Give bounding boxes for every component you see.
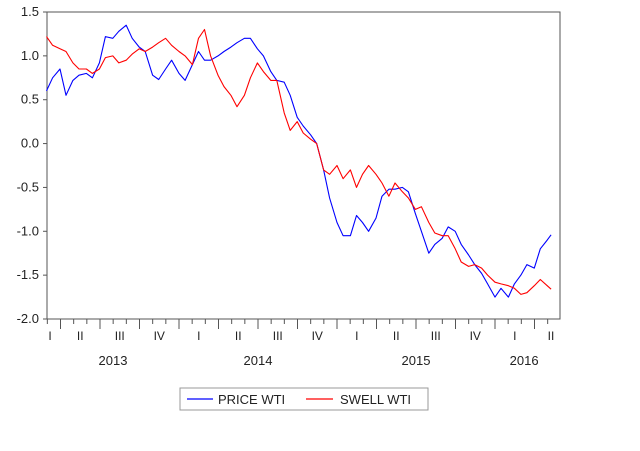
series-line-price-wti: [46, 24, 552, 298]
legend-label-swell-wti: SWELL WTI: [340, 392, 411, 407]
x-quarter-label: II: [548, 329, 555, 343]
x-year-label: 2013: [99, 353, 128, 368]
x-quarter-label: IV: [470, 329, 481, 343]
x-quarter-label: I: [355, 329, 358, 343]
x-quarter-label: I: [513, 329, 516, 343]
y-tick-label: 1.0: [21, 48, 39, 63]
x-year-label: 2016: [510, 353, 539, 368]
x-quarter-label: IV: [312, 329, 323, 343]
x-quarter-label: III: [115, 329, 125, 343]
series-line-swell-wti: [46, 28, 552, 295]
legend-box: [179, 387, 429, 411]
y-tick-label: 0.5: [21, 92, 39, 107]
y-tick-label: -1.5: [17, 267, 39, 282]
legend: PRICE WTI SWELL WTI: [179, 387, 429, 411]
plot-frame: [46, 11, 561, 320]
legend-label-price-wti: PRICE WTI: [218, 392, 285, 407]
y-tick-label: -2.0: [17, 311, 39, 326]
x-year-label: 2015: [402, 353, 431, 368]
y-tick-label: -1.0: [17, 223, 39, 238]
y-tick-label: -0.5: [17, 179, 39, 194]
x-quarter-label: I: [197, 329, 200, 343]
x-quarter-label: II: [235, 329, 242, 343]
x-quarter-label: IV: [154, 329, 165, 343]
x-quarter-label: III: [273, 329, 283, 343]
y-tick-label: 1.5: [21, 4, 39, 19]
y-tick-label: 0.0: [21, 136, 39, 151]
x-year-label: 2014: [244, 353, 273, 368]
series-lines: [46, 24, 552, 298]
axes: 1.51.00.50.0-0.5-1.0-1.5-2.0I II III IV2013…: [17, 4, 561, 368]
x-quarter-label: I: [48, 329, 51, 343]
x-quarter-label: II: [77, 329, 84, 343]
x-quarter-label: III: [431, 329, 441, 343]
x-quarter-label: II: [393, 329, 400, 343]
